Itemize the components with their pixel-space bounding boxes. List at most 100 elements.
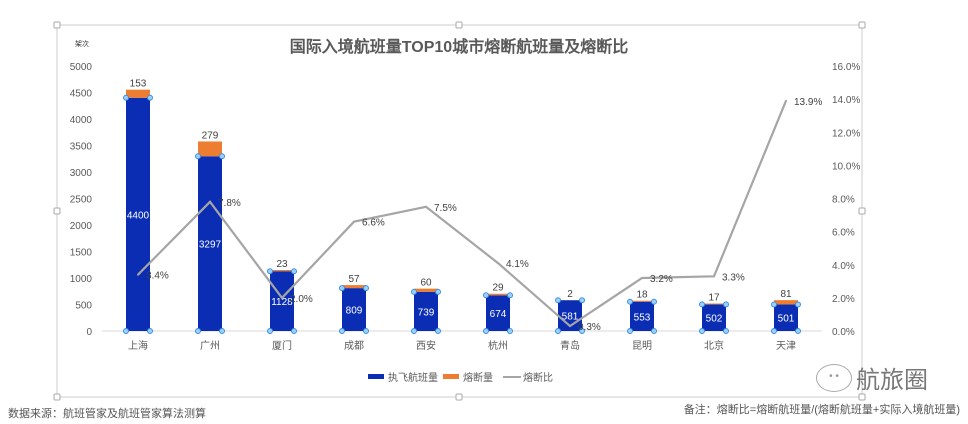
bar-value-label: 3297 <box>199 240 222 251</box>
selection-handle <box>579 328 585 334</box>
selection-handle <box>771 328 777 334</box>
selection-handle <box>411 328 417 334</box>
y-tick-label: 1000 <box>70 274 93 285</box>
x-tick-label: 西安 <box>416 339 436 352</box>
x-tick-label: 广州 <box>200 340 220 352</box>
bar-value-label: 739 <box>418 307 435 318</box>
bar-value-label: 809 <box>346 306 363 317</box>
legend-swatch <box>443 374 459 379</box>
bar-meltdown <box>270 269 294 272</box>
y-tick-label: 5000 <box>70 62 93 73</box>
y-tick-label: 4000 <box>70 115 93 126</box>
x-tick-label: 杭州 <box>488 339 508 352</box>
bar-flights <box>486 295 510 331</box>
ratio-label: 0.3% <box>578 322 601 333</box>
legend-swatch <box>368 374 384 379</box>
ratio-label: 6.6% <box>362 218 385 229</box>
y-tick-label: 3500 <box>70 142 93 153</box>
bar-meltdown <box>126 89 150 98</box>
selection-handle <box>699 328 705 334</box>
y-tick-label: 2000 <box>70 221 93 232</box>
y2-tick-label: 16.0% <box>832 62 860 73</box>
selection-handle <box>555 328 561 334</box>
bar-value-label: 553 <box>634 312 651 323</box>
selection-handle <box>195 328 201 334</box>
ratio-line <box>137 100 788 328</box>
selection-handle <box>507 292 513 299</box>
meltdown-value-label: 17 <box>708 292 720 303</box>
selection-handle <box>651 328 657 334</box>
meltdown-value-label: 29 <box>492 283 504 294</box>
meltdown-value-label: 60 <box>420 278 432 289</box>
y2-tick-label: 14.0% <box>832 95 860 106</box>
meltdown-value-label: 279 <box>202 130 219 141</box>
bar-meltdown <box>702 303 726 305</box>
resize-handle <box>455 393 463 401</box>
bar-flights <box>702 304 726 331</box>
ratio-label: 7.8% <box>218 198 241 209</box>
legend-label: 熔断比 <box>523 371 553 384</box>
bar-value-label: 674 <box>490 309 507 320</box>
resize-handle <box>53 21 61 29</box>
ratio-point <box>497 262 499 265</box>
bar-flights <box>414 291 438 331</box>
y2-tick-label: 12.0% <box>832 128 860 139</box>
resize-handle <box>858 393 866 401</box>
selection-handle <box>483 328 489 334</box>
bar-value-label: 1128 <box>271 297 293 308</box>
bar-meltdown <box>486 293 510 296</box>
selection-handle <box>627 298 633 305</box>
meltdown-value-label: 153 <box>130 79 147 90</box>
formula-note: 备注：熔断比=熔断航班量/(熔断航班量+实际入境航班量) <box>683 404 960 416</box>
wechat-icon: • • <box>816 363 852 392</box>
selection-handle <box>627 328 633 334</box>
ratio-label: 7.5% <box>434 203 457 214</box>
selection-handle <box>555 297 561 304</box>
selection-handle <box>123 94 129 101</box>
brand-watermark: • • 航旅圈 <box>816 360 928 395</box>
chart-title: 国际入境航班量TOP10城市熔断航班量及熔断比 <box>290 37 628 56</box>
y2-tick-label: 10.0% <box>832 161 860 172</box>
selection-handle <box>291 268 297 275</box>
selection-handle <box>123 328 129 334</box>
selection-handle <box>771 301 777 308</box>
selection-handle <box>651 298 657 305</box>
selection-handle <box>483 292 489 299</box>
bar-meltdown <box>774 300 798 305</box>
y-tick-label: 500 <box>75 301 92 312</box>
selection-handle <box>435 288 441 295</box>
x-tick-label: 天津 <box>776 340 796 352</box>
ratio-label: 3.4% <box>146 271 169 282</box>
ratio-label: 13.9% <box>794 97 822 108</box>
selection-handle <box>195 153 201 160</box>
bar-flights <box>630 301 654 331</box>
bar-value-label: 502 <box>706 314 723 325</box>
y2-tick-label: 0.0% <box>832 327 855 338</box>
ratio-point <box>713 275 715 278</box>
bar-flights <box>126 97 150 331</box>
selection-handle <box>435 328 441 334</box>
selection-handle <box>363 328 369 334</box>
selection-handle <box>411 288 417 295</box>
ratio-label: 3.3% <box>722 272 745 283</box>
ratio-label: 2.0% <box>290 294 313 305</box>
x-tick-label: 北京 <box>704 339 724 352</box>
selection-handle <box>267 268 273 275</box>
selection-handle <box>723 328 729 334</box>
meltdown-value-label: 57 <box>348 274 360 285</box>
x-tick-label: 厦门 <box>272 339 292 352</box>
y-tick-label: 1500 <box>70 248 93 259</box>
selection-handle <box>219 328 225 334</box>
x-tick-label: 昆明 <box>632 340 652 352</box>
selection-handle <box>219 153 225 160</box>
selection-handle <box>147 328 153 334</box>
meltdown-value-label: 2 <box>567 289 573 300</box>
x-tick-label: 成都 <box>344 340 364 352</box>
bar-value-label: 501 <box>778 314 795 325</box>
resize-handle <box>53 393 61 401</box>
bar-flights <box>342 288 366 331</box>
y-tick-label: 4500 <box>70 89 93 100</box>
y-tick-label: 3000 <box>70 168 93 179</box>
ratio-point <box>137 273 139 276</box>
